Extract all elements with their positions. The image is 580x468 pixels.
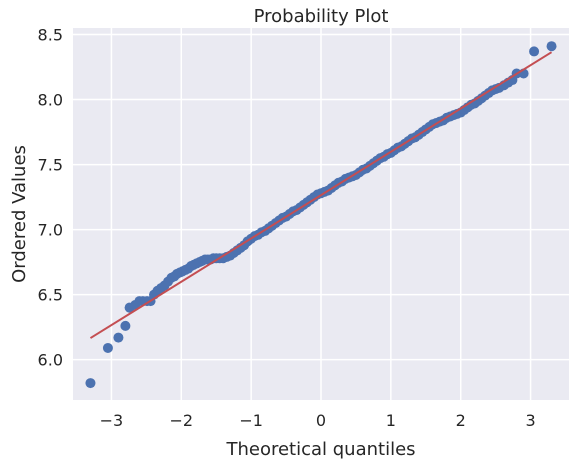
x-tick-label: −3 (100, 411, 124, 430)
x-tick-label: 1 (386, 411, 396, 430)
y-tick-label: 7.5 (38, 156, 63, 175)
x-tick-label: −2 (169, 411, 193, 430)
fit-line-layer (89, 51, 553, 339)
y-tick-labels: 6.0 6.5 7.0 7.5 8.0 8.5 (38, 26, 63, 370)
data-point (529, 46, 540, 57)
x-tick-label: 0 (316, 411, 326, 430)
y-tick-label: 7.0 (38, 221, 63, 240)
x-tick-label: −1 (239, 411, 263, 430)
data-point (113, 332, 124, 343)
x-tick-label: 3 (525, 411, 535, 430)
data-point (120, 320, 131, 331)
data-point (85, 378, 96, 389)
fit-line (89, 51, 553, 339)
data-point (546, 41, 557, 52)
x-tick-label: 2 (456, 411, 466, 430)
y-tick-label: 8.0 (38, 91, 63, 110)
chart-title: Probability Plot (254, 6, 389, 27)
y-tick-label: 8.5 (38, 26, 63, 45)
x-tick-labels: −3 −2 −1 0 1 2 3 (100, 411, 536, 430)
y-tick-label: 6.0 (38, 351, 63, 370)
y-tick-label: 6.5 (38, 286, 63, 305)
x-axis-label: Theoretical quantiles (225, 439, 415, 460)
y-axis-label: Ordered Values (9, 145, 30, 283)
data-point (102, 342, 113, 353)
